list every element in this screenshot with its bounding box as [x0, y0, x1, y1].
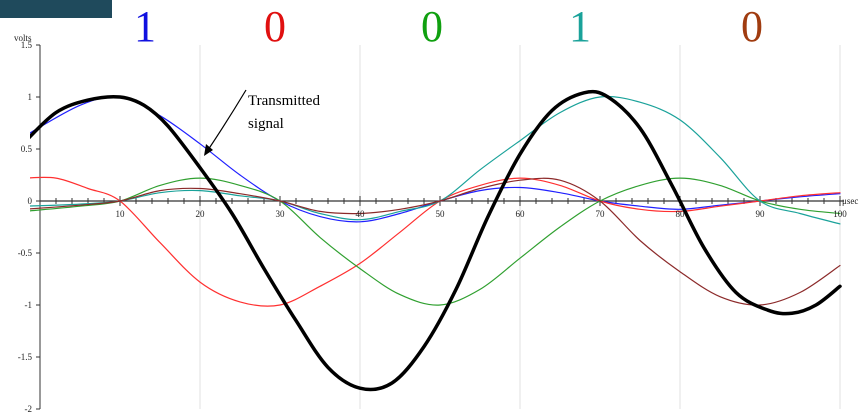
x-tick-label: 70: [596, 209, 606, 219]
bit-label-5: 0: [741, 2, 763, 51]
x-tick-label: 40: [356, 209, 366, 219]
bit-label-3: 0: [421, 2, 443, 51]
annotation-arrow: [207, 89, 247, 151]
y-tick-label: -1: [25, 300, 33, 310]
axes: [36, 44, 844, 410]
series-line-4: [30, 95, 841, 225]
x-tick-label: 100: [833, 209, 847, 219]
grid-lines: [199, 45, 841, 409]
series-line-5: [30, 177, 841, 306]
series-line-3: [30, 177, 841, 306]
bit-label-4: 1: [569, 2, 591, 51]
y-tick-label: -2: [25, 404, 33, 414]
y-tick-label: 1.5: [21, 40, 33, 50]
y-tick-label: -0.5: [18, 248, 33, 258]
x-tick-label: 60: [516, 209, 526, 219]
tick-labels: 1.5 1 0.5 0 -0.5 -1 -1.5 -2 10 20 30 40 50 60 70 80 90 10…: [18, 40, 848, 414]
y-tick-label: -1.5: [18, 352, 33, 362]
annotation-line-1: Transmitted: [248, 93, 320, 109]
x-axis-unit: μsec: [842, 196, 858, 206]
series-group: [30, 89, 842, 392]
bit-label-1: 1: [134, 2, 156, 51]
annotation-line-2: signal: [248, 116, 284, 132]
bit-sequence: 1 0 0 1 0: [0, 0, 862, 70]
x-tick-label: 10: [116, 209, 126, 219]
x-tick-label: 80: [676, 209, 686, 219]
y-tick-label: 0.5: [21, 144, 33, 154]
x-tick-label: 50: [436, 209, 446, 219]
x-tick-label: 90: [756, 209, 766, 219]
x-tick-label: 30: [276, 209, 286, 219]
y-tick-label: 0: [28, 196, 33, 206]
series-line-2: [30, 176, 841, 307]
bit-label-2: 0: [264, 2, 286, 51]
series-line-6: [30, 89, 842, 392]
annotation-arrowhead: [204, 144, 213, 156]
corner-block: [0, 0, 112, 18]
y-axis-label: volts: [14, 33, 32, 43]
y-tick-label: 1: [28, 92, 33, 102]
x-tick-label: 20: [196, 209, 206, 219]
